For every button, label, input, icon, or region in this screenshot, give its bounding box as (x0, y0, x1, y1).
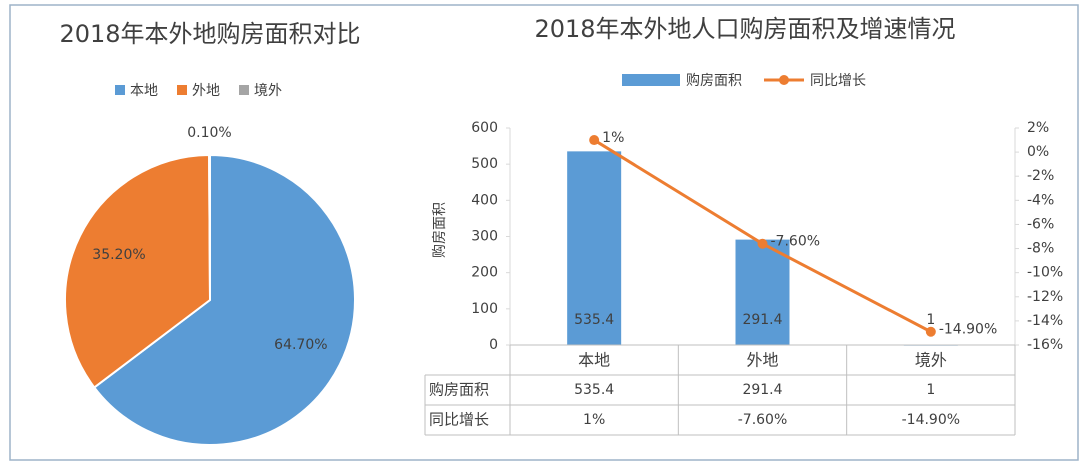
legend-label: 外地 (192, 83, 220, 99)
y2-tick-label: 2% (1027, 120, 1049, 136)
data-label: -7.60% (771, 234, 821, 250)
data-label: -14.90% (939, 322, 997, 338)
legend-label: 购房面积 (686, 73, 742, 89)
y-tick-label: 600 (471, 120, 498, 136)
table-header: 本地 (578, 351, 610, 370)
data-label: 535.4 (574, 312, 614, 328)
y-axis-label: 购房面积 (432, 202, 448, 258)
legend-swatch (177, 85, 187, 95)
table-cell: 535.4 (574, 382, 614, 398)
table-cell: -14.90% (902, 412, 960, 428)
table-row-header: 同比增长 (429, 411, 489, 429)
legend-swatch (779, 75, 789, 85)
table-row-header: 购房面积 (429, 381, 489, 399)
y2-tick-label: -10% (1027, 265, 1063, 281)
y-tick-label: 400 (471, 192, 498, 208)
legend-swatch (622, 74, 680, 86)
bar (567, 151, 622, 345)
y2-tick-label: -6% (1027, 216, 1054, 232)
y-tick-label: 100 (471, 301, 498, 317)
data-label: 64.70% (274, 337, 327, 353)
frame (9, 4, 1079, 461)
table-header: 境外 (915, 351, 947, 370)
chart-title: 2018年本外地购房面积对比 (59, 20, 360, 48)
line-point (925, 326, 936, 337)
y2-tick-label: -14% (1027, 313, 1063, 329)
legend-label: 境外 (254, 83, 282, 99)
table-cell: 1% (583, 412, 605, 428)
data-label: 1 (926, 312, 935, 328)
y2-tick-label: -16% (1027, 337, 1063, 353)
table-cell: 291.4 (742, 382, 782, 398)
y-tick-label: 500 (471, 156, 498, 172)
y2-tick-label: -4% (1027, 192, 1054, 208)
legend-swatch (239, 85, 249, 95)
data-label: 0.10% (187, 125, 231, 141)
legend-label: 同比增长 (810, 73, 866, 89)
y-tick-label: 200 (471, 265, 498, 281)
data-label: 1% (602, 130, 624, 146)
data-label: 291.4 (742, 312, 782, 328)
chart-title: 2018年本外地人口购房面积及增速情况 (534, 15, 955, 43)
y2-tick-label: -12% (1027, 289, 1063, 305)
y-tick-label: 0 (489, 337, 498, 353)
table-cell: -7.60% (738, 412, 788, 428)
y2-tick-label: 0% (1027, 144, 1049, 160)
line-point (589, 135, 600, 146)
y-tick-label: 300 (471, 229, 498, 245)
data-label: 35.20% (92, 247, 145, 263)
legend-label: 本地 (130, 83, 158, 99)
pie-slice (64, 153, 212, 389)
y2-tick-label: -2% (1027, 168, 1054, 184)
pie-slice (208, 153, 211, 301)
table-cell: 1 (926, 382, 935, 398)
legend-swatch (115, 85, 125, 95)
bar (735, 239, 790, 345)
y2-tick-label: -8% (1027, 241, 1054, 257)
line-point (757, 238, 768, 249)
table-header: 外地 (746, 351, 778, 370)
pie-slice (92, 153, 356, 446)
